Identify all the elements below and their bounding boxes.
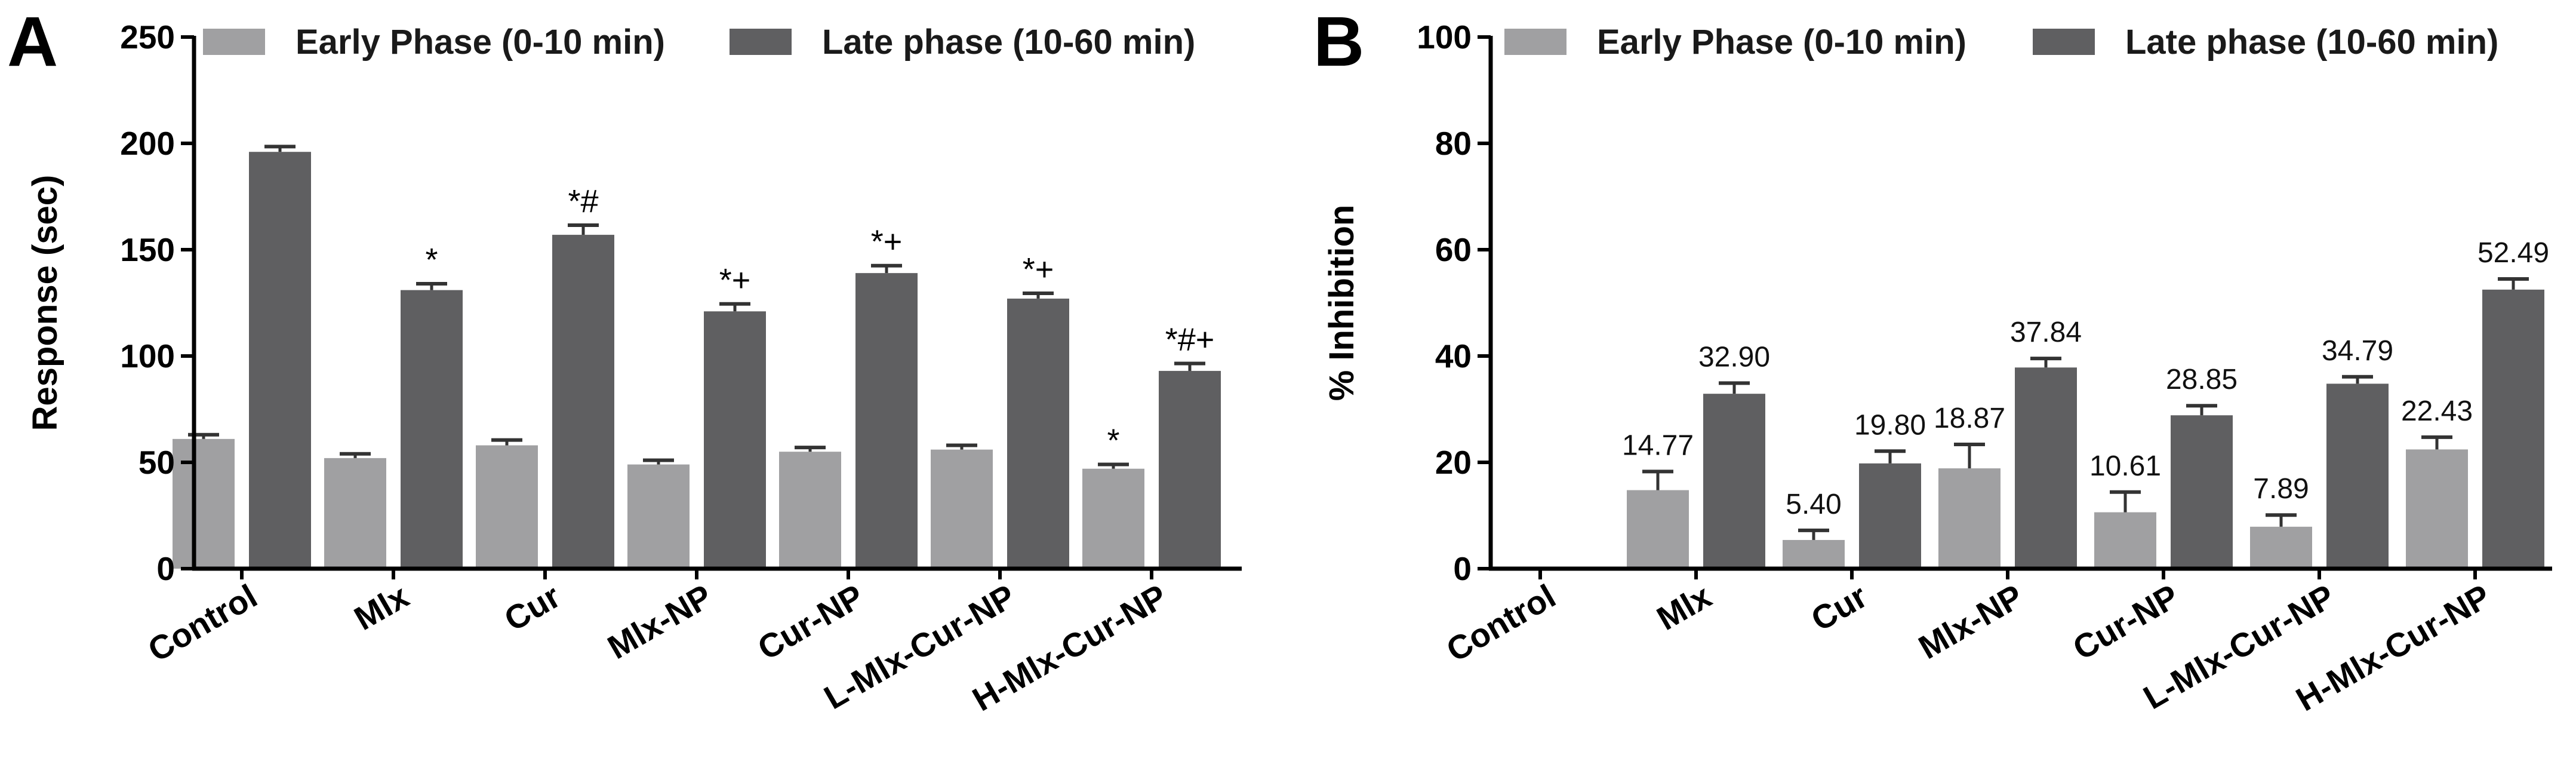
- bar-early-cur-np: [779, 452, 841, 569]
- y-tick-label: 80: [1435, 125, 1472, 162]
- data-label: 32.90: [1698, 341, 1770, 373]
- x-tick-label: Cur-NP: [751, 577, 870, 667]
- data-label: 10.61: [2089, 450, 2161, 482]
- legend-swatch-late: [730, 29, 792, 55]
- y-tick-label: 20: [1435, 444, 1472, 481]
- significance-marker: *+: [871, 224, 903, 260]
- y-tick-label: 200: [120, 125, 175, 162]
- x-tick-label: Cur: [498, 577, 567, 639]
- bar-late-cur-np: [2171, 415, 2233, 569]
- data-label: 34.79: [2322, 335, 2393, 367]
- bars: [173, 145, 1221, 569]
- panel-letter: B: [1313, 2, 1364, 81]
- bar-late-mlx: [1703, 394, 1765, 569]
- panel-b: B Early Phase (0-10 min) Late phase (10-60…: [1313, 2, 2552, 718]
- legend-swatch-early: [1504, 29, 1566, 55]
- bar-early-mlx: [1627, 490, 1689, 569]
- bar-early-mlx: [324, 458, 386, 569]
- bar-late-h-mlx-cur-np: [2482, 289, 2544, 569]
- data-label: 52.49: [2477, 237, 2549, 269]
- bar-early-mlx-np: [1938, 468, 2001, 569]
- bar-late-mlx-np: [2015, 367, 2077, 569]
- panel-letter: A: [7, 2, 58, 81]
- significance-marker: *#+: [1165, 321, 1215, 357]
- bar-late-cur-np: [855, 273, 918, 569]
- y-tick-label: 100: [1417, 19, 1472, 56]
- significance-marker: *: [1107, 423, 1119, 459]
- significance-marker: *: [425, 242, 438, 278]
- bar-late-mlx-np: [704, 311, 766, 569]
- bar-late-l-mlx-cur-np: [1007, 298, 1069, 569]
- data-label: 5.40: [1786, 489, 1841, 520]
- legend-label-early: Early Phase (0-10 min): [1597, 23, 1966, 62]
- x-tick-label: Control: [141, 577, 263, 669]
- x-tick-label: Mlx: [1651, 577, 1718, 637]
- legend-label-late: Late phase (10-60 min): [2125, 23, 2498, 62]
- bar-early-control: [173, 438, 235, 569]
- significance-marker: *+: [719, 262, 751, 298]
- legend-swatch-early: [203, 29, 265, 55]
- data-label: 19.80: [1854, 409, 1926, 441]
- x-tick-label: Cur: [1805, 577, 1873, 639]
- y-tick-label: 100: [120, 337, 175, 375]
- significance-marker: *#: [568, 183, 598, 219]
- legend: Early Phase (0-10 min) Late phase (10-60 …: [203, 23, 1195, 62]
- data-label: 22.43: [2401, 395, 2473, 427]
- data-label: 7.89: [2253, 473, 2309, 505]
- bars: 14.77 32.90 5.40 19.80 18.87 37.84 10.61 28.85 7…: [1622, 237, 2549, 569]
- bar-early-h-mlx-cur-np: [2406, 449, 2468, 569]
- legend: Early Phase (0-10 min) Late phase (10-60 …: [1504, 23, 2498, 62]
- y-tick-label: 40: [1435, 337, 1472, 375]
- y-tick-label: 0: [1453, 550, 1472, 587]
- bar-early-l-mlx-cur-np: [931, 449, 993, 569]
- bar-early-cur: [1783, 539, 1845, 569]
- bar-late-l-mlx-cur-np: [2326, 383, 2389, 569]
- bar-late-cur: [552, 235, 614, 569]
- y-tick-label: 250: [120, 19, 175, 56]
- panel-a: A Early Phase (0-10 min) Late phase (10-60…: [7, 2, 1242, 718]
- x-tick-label: Control: [1440, 577, 1562, 669]
- x-tick-label: Mlx-NP: [1912, 577, 2029, 666]
- y-tick-label: 150: [120, 231, 175, 268]
- legend-label-late: Late phase (10-60 min): [822, 23, 1195, 62]
- data-label: 18.87: [1934, 403, 2005, 434]
- legend-swatch-late: [2033, 29, 2095, 55]
- y-axis-label: % Inhibition: [1322, 205, 1361, 401]
- bar-early-cur: [476, 445, 538, 569]
- bar-late-control: [249, 152, 311, 569]
- x-tick-label: Mlx-NP: [601, 577, 718, 666]
- data-label: 28.85: [2166, 364, 2238, 395]
- y-tick-label: 0: [156, 550, 175, 587]
- significance-marker: *+: [1023, 251, 1054, 287]
- x-tick-label: Cur-NP: [2066, 577, 2185, 667]
- bar-early-cur-np: [2094, 512, 2156, 569]
- x-tick-label: Mlx: [348, 577, 415, 637]
- legend-label-early: Early Phase (0-10 min): [296, 23, 665, 62]
- bar-early-mlx-np: [627, 464, 690, 569]
- bar-late-cur: [1859, 463, 1921, 569]
- bar-late-mlx: [401, 290, 463, 569]
- y-tick-label: 60: [1435, 231, 1472, 268]
- bar-early-h-mlx-cur-np: [1082, 468, 1144, 569]
- bar-late-h-mlx-cur-np: [1159, 370, 1221, 569]
- bar-early-l-mlx-cur-np: [2250, 526, 2312, 569]
- data-label: 14.77: [1622, 429, 1694, 461]
- y-tick-label: 50: [139, 444, 175, 481]
- data-label: 37.84: [2010, 317, 2082, 348]
- y-axis-label: Response (sec): [26, 175, 64, 431]
